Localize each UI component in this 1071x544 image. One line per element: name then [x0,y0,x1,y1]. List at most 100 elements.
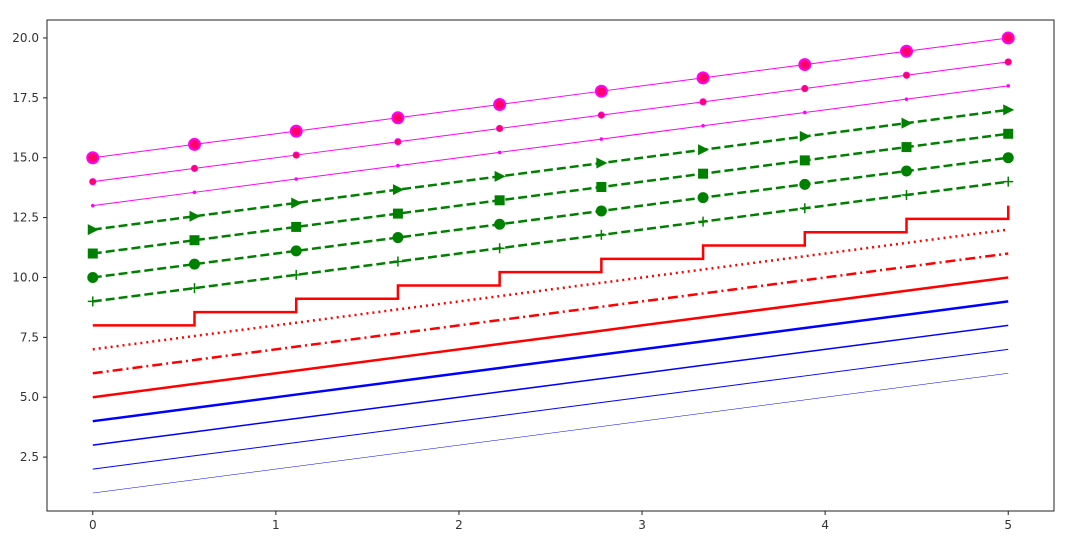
dot-marker [900,44,914,58]
y-tick-label: 10.0 [12,270,39,284]
series-line [92,85,1009,207]
series-13 [90,84,1011,208]
dot-marker [902,71,911,79]
dot-marker [701,123,705,128]
dot-marker [292,151,300,159]
series-6 [92,252,1009,375]
plus-marker [494,243,505,254]
square-marker [799,155,810,166]
dot-marker [802,110,807,115]
series-1 [92,373,1009,494]
triangle-marker [799,130,811,142]
series-line [92,228,1009,351]
series-8 [92,205,1010,327]
dot-marker [599,137,604,141]
square-marker [901,142,912,153]
plus-marker [189,283,200,294]
plus-marker [698,216,709,227]
series-9 [87,176,1014,307]
series-layer [86,31,1015,494]
square-marker [392,208,403,219]
series-2 [92,348,1009,470]
dot-marker [904,97,909,101]
series-line [92,180,1009,303]
dot-marker [187,137,201,151]
square-marker [189,235,200,246]
dot-marker [89,178,97,186]
series-line [92,348,1009,470]
series-line [92,324,1009,446]
square-marker [494,195,505,206]
circle-marker [595,205,607,217]
triangle-marker [494,170,506,182]
series-line [92,37,1009,159]
circle-marker [494,218,506,230]
triangle-marker [698,144,710,156]
dot-marker [86,151,100,165]
circle-marker [87,271,99,283]
series-3 [92,324,1009,446]
dot-marker [696,71,710,85]
y-tick-label: 5.0 [20,390,39,404]
square-marker [291,221,302,232]
y-tick-label: 17.5 [12,91,39,105]
circle-marker [290,245,302,257]
x-tick-label: 3 [638,518,646,532]
x-axis: 0 1 2 3 4 5 [89,511,1012,532]
series-line [92,373,1009,494]
y-tick-label: 2.5 [20,450,39,464]
dot-marker [493,97,507,111]
dot-marker [497,150,502,155]
dot-marker [396,163,400,168]
dot-marker [90,203,95,208]
plus-marker [291,269,302,280]
y-axis: 2.5 5.0 7.5 10.0 12.5 15.0 17.5 20.0 [12,31,47,464]
circle-marker [188,258,200,270]
triangle-marker [291,197,303,209]
dot-marker [1006,84,1011,88]
square-marker [698,168,709,179]
x-tick-label: 2 [455,518,463,532]
dot-marker [699,98,707,106]
y-tick-label: 15.0 [12,151,39,165]
y-tick-label: 12.5 [12,211,39,225]
dot-marker [801,84,809,93]
plus-marker [596,229,607,240]
plus-marker [901,189,912,200]
dot-marker [597,111,605,119]
triangle-marker [1003,104,1015,116]
x-tick-label: 4 [821,518,829,532]
x-tick-label: 5 [1004,518,1012,532]
dot-marker [1001,31,1015,45]
series-15 [86,31,1015,165]
y-tick-label: 20.0 [12,31,39,45]
y-tick-label: 7.5 [20,330,39,344]
triangle-marker [596,157,608,169]
series-line [92,300,1009,423]
circle-marker [392,232,404,244]
series-line [92,61,1009,183]
plus-marker [392,256,403,267]
series-line [92,108,1009,231]
dot-marker [190,164,199,172]
dot-marker [798,58,812,72]
series-10 [87,152,1014,283]
triangle-marker [189,210,201,222]
dot-marker [294,177,299,181]
series-7 [92,228,1009,351]
series-14 [89,58,1012,186]
circle-marker [799,178,811,190]
triangle-marker [87,224,99,236]
dot-marker [394,138,402,146]
plot-frame [46,19,1055,512]
square-marker [1003,128,1014,139]
circle-marker [697,192,709,204]
dot-marker [192,190,197,195]
series-5 [92,276,1009,399]
dot-marker [496,124,504,133]
triangle-marker [392,184,404,196]
circle-marker [901,165,913,177]
plus-marker [1003,176,1014,187]
square-marker [596,181,607,192]
